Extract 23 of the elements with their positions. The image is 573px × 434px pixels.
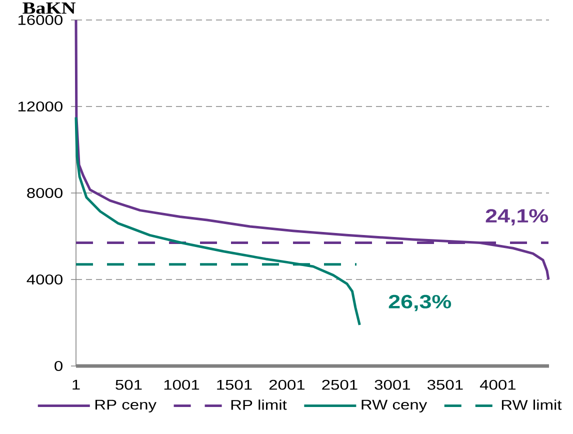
y-tick-label: 16000 <box>18 15 62 25</box>
y-tick-label: 8000 <box>27 188 62 198</box>
x-tick-label: 3001 <box>374 380 410 390</box>
x-tick-label: 2001 <box>269 380 305 390</box>
legend-label: RP ceny <box>95 400 156 412</box>
y-tick-label: 0 <box>54 361 62 371</box>
y-axis-title: BaKN <box>22 2 76 14</box>
x-tick-label: 1501 <box>217 380 252 390</box>
y-tick-label: 12000 <box>18 102 62 112</box>
x-tick-label: 1001 <box>164 380 200 390</box>
x-tick-label: 3501 <box>427 380 463 390</box>
legend-label: RW ceny <box>362 400 428 412</box>
x-tick-label: 2501 <box>322 380 358 390</box>
x-tick-label: 1 <box>72 380 80 390</box>
x-tick-label: 501 <box>116 380 142 390</box>
legend-label: RP limit <box>231 400 287 410</box>
annotation: 26,3% <box>388 294 452 312</box>
line-series <box>74 116 361 326</box>
line-series <box>74 18 550 281</box>
y-tick-label: 4000 <box>26 274 62 284</box>
annotation: 24,1% <box>486 209 548 226</box>
legend-label: RW limit <box>502 400 562 410</box>
x-tick-label: 4001 <box>480 380 516 390</box>
